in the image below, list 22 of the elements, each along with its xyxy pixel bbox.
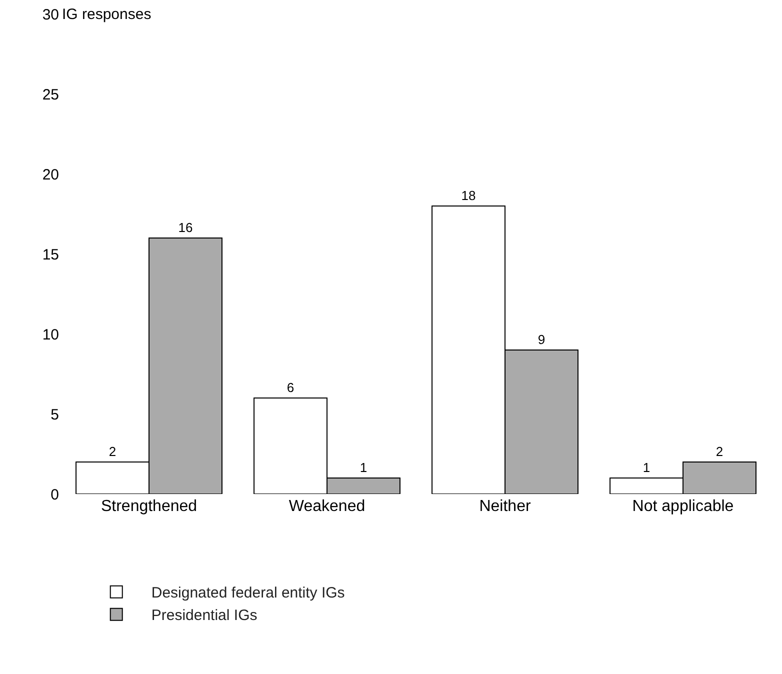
data-label: 1 <box>360 460 368 475</box>
x-tick-label: Neither <box>479 498 532 515</box>
data-label: 16 <box>178 220 193 235</box>
data-label: 9 <box>538 332 546 347</box>
data-label: 1 <box>642 460 650 475</box>
data-label: 2 <box>108 444 116 459</box>
data-label: 6 <box>286 380 294 395</box>
data-label: 18 <box>461 188 476 203</box>
legend-label: Presidential IGs <box>151 607 258 624</box>
y-tick-label: 5 <box>50 406 59 424</box>
y-tick-label: 15 <box>42 246 59 264</box>
y-tick-label: 0 <box>50 486 59 504</box>
y-tick-label: 25 <box>42 86 59 104</box>
data-label: 2 <box>716 444 724 459</box>
x-tick-label: Strengthened <box>100 498 198 515</box>
y-tick-label: 30 <box>42 6 59 24</box>
legend-label: Designated federal entity IGs <box>151 584 345 602</box>
x-tick-label: Weakened <box>288 498 366 515</box>
y-tick-label: 10 <box>42 326 59 344</box>
x-tick-label: Not applicable <box>632 498 734 515</box>
y-axis-title: IG responses <box>62 6 152 23</box>
y-tick-label: 20 <box>42 166 59 184</box>
